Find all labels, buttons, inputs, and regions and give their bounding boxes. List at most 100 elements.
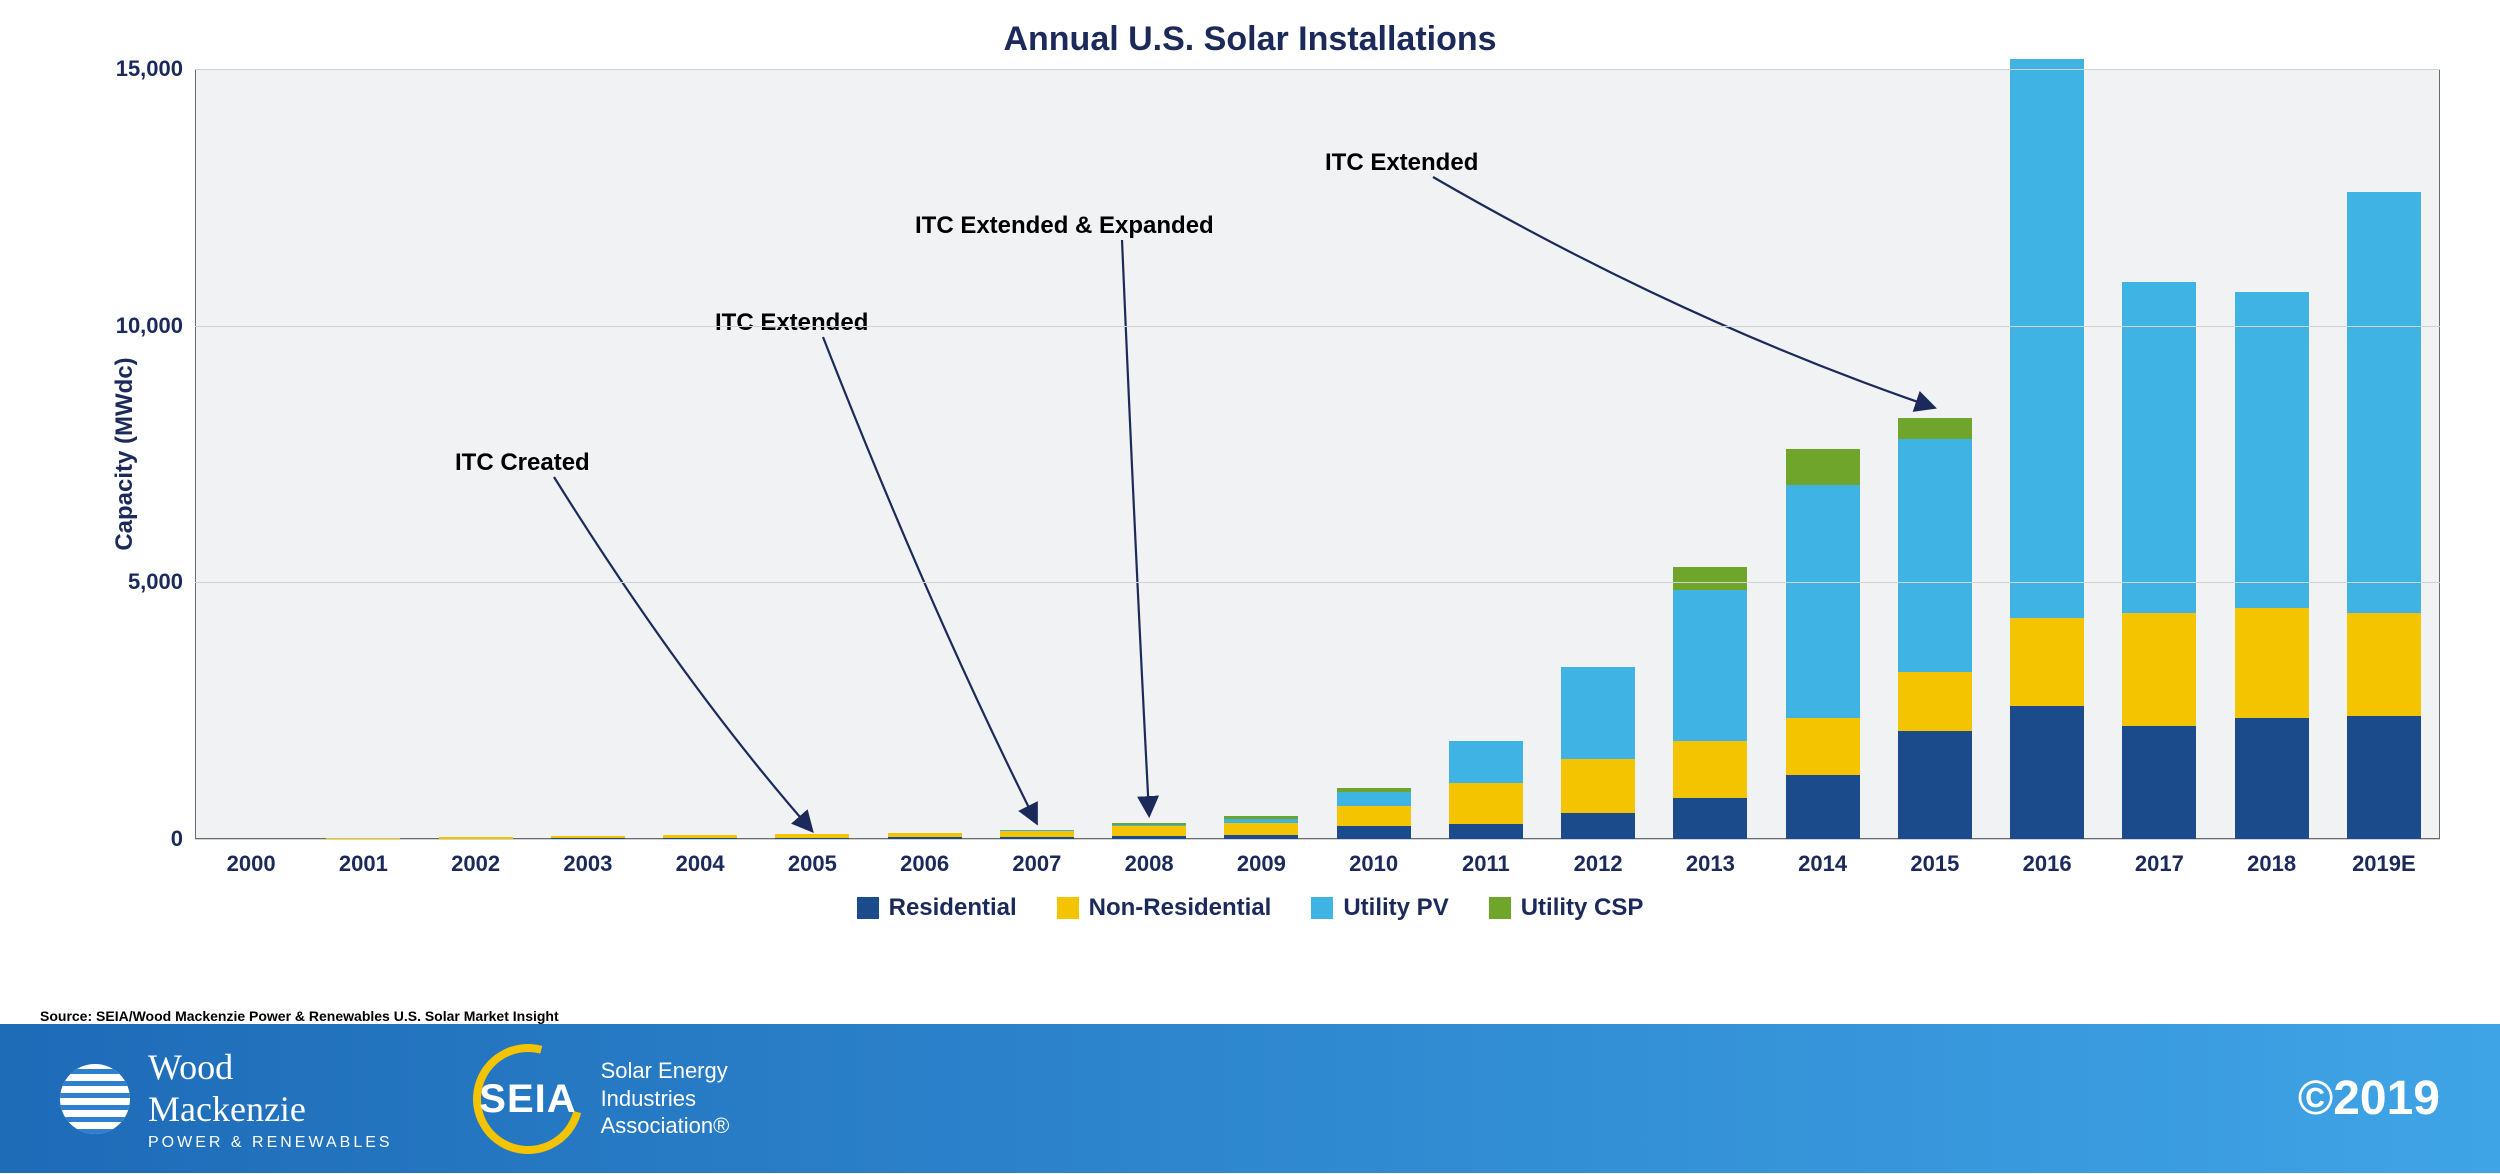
bar-segment-utility-pv (2347, 192, 2421, 613)
bar-slot: 2019E (2328, 69, 2440, 839)
bar-stack (2122, 282, 2196, 839)
grid-line (195, 582, 2440, 583)
bar-slot: 2014 (1767, 69, 1879, 839)
bar-segment-non-residential (1673, 741, 1747, 797)
bar-stack (2235, 292, 2309, 839)
chart-title: Annual U.S. Solar Installations (40, 20, 2460, 59)
bar-segment-utility-pv (1673, 590, 1747, 741)
wood-mackenzie-icon (60, 1064, 130, 1134)
grid-line (195, 69, 2440, 70)
bar-stack (1449, 741, 1523, 839)
y-tick-label: 5,000 (128, 569, 183, 595)
legend-item: Utility CSP (1489, 894, 1644, 922)
bar-slot: 2008 (1093, 69, 1205, 839)
bar-segment-residential (1673, 798, 1747, 839)
x-tick-label: 2008 (1125, 851, 1174, 877)
annotation-label: ITC Created (455, 449, 590, 477)
x-tick-label: 2007 (1012, 851, 1061, 877)
legend-swatch (1057, 897, 1079, 919)
legend-swatch (857, 897, 879, 919)
bar-segment-utility-pv (1449, 741, 1523, 782)
y-tick-label: 0 (171, 826, 183, 852)
bar-stack (1000, 830, 1074, 839)
seia-logo: SEIA Solar EnergyIndustriesAssociation® (473, 1044, 730, 1154)
x-tick-label: 2001 (339, 851, 388, 877)
x-tick-label: 2014 (1798, 851, 1847, 877)
bar-segment-non-residential (1112, 826, 1186, 836)
bar-slot: 2010 (1318, 69, 1430, 839)
grid-line (195, 839, 2440, 840)
legend-swatch (1489, 897, 1511, 919)
legend-item: Utility PV (1311, 894, 1448, 922)
x-tick-label: 2005 (788, 851, 837, 877)
x-tick-label: 2018 (2247, 851, 2296, 877)
bar-slot: 2016 (1991, 69, 2103, 839)
bar-segment-utility-pv (2010, 59, 2084, 619)
x-tick-label: 2011 (1462, 851, 1510, 877)
bar-segment-utility-pv (2122, 282, 2196, 613)
legend-label: Utility CSP (1521, 894, 1644, 922)
seia-text: Solar EnergyIndustriesAssociation® (601, 1057, 730, 1140)
x-tick-label: 2003 (563, 851, 612, 877)
wood-mackenzie-logo: WoodMackenzie POWER & RENEWABLES (60, 1046, 393, 1152)
x-tick-label: 2000 (227, 851, 276, 877)
bar-stack (1786, 449, 1860, 839)
legend-item: Non-Residential (1057, 894, 1272, 922)
bar-slot: 2006 (869, 69, 981, 839)
bar-slot: 2005 (756, 69, 868, 839)
bar-segment-utility-pv (1786, 485, 1860, 719)
grid-line (195, 326, 2440, 327)
bar-segment-non-residential (1449, 783, 1523, 824)
y-tick-label: 10,000 (116, 313, 183, 339)
bar-segment-utility-csp (1673, 567, 1747, 590)
x-tick-label: 2019E (2352, 851, 2416, 877)
y-tick-label: 15,000 (116, 56, 183, 82)
bar-segment-utility-pv (1898, 439, 1972, 673)
bar-segment-residential (1449, 824, 1523, 839)
bar-segment-non-residential (2347, 613, 2421, 716)
seia-icon: SEIA (452, 1023, 602, 1173)
bar-segment-non-residential (2010, 618, 2084, 705)
bar-slot: 2007 (981, 69, 1093, 839)
bar-segment-non-residential (2122, 613, 2196, 726)
bar-segment-utility-pv (1561, 667, 1635, 759)
bar-stack (2010, 59, 2084, 839)
bar-segment-residential (1786, 775, 1860, 839)
bar-segment-non-residential (1786, 718, 1860, 774)
copyright: ©2019 (2298, 1071, 2440, 1126)
bar-stack (1112, 823, 1186, 839)
bar-stack (1224, 816, 1298, 839)
x-tick-label: 2013 (1686, 851, 1735, 877)
bar-slot: 2015 (1879, 69, 1991, 839)
bar-segment-utility-pv (1337, 792, 1411, 806)
bar-segment-utility-csp (1786, 449, 1860, 485)
x-tick-label: 2002 (451, 851, 500, 877)
bar-segment-non-residential (1337, 806, 1411, 827)
bar-stack (1561, 667, 1635, 839)
plot-area: Capacity (MWdc) 200020012002200320042005… (195, 69, 2440, 839)
bar-slot: 2004 (644, 69, 756, 839)
bar-segment-residential (2235, 718, 2309, 839)
legend: Residential Non-Residential Utility PV Util… (40, 894, 2460, 922)
legend-label: Residential (889, 894, 1017, 922)
x-tick-label: 2017 (2135, 851, 2184, 877)
wood-mackenzie-text: WoodMackenzie POWER & RENEWABLES (148, 1046, 393, 1152)
bar-slot: 2000 (195, 69, 307, 839)
bar-slot: 2017 (2103, 69, 2215, 839)
bar-stack (1673, 567, 1747, 839)
bar-stack (1337, 788, 1411, 839)
bar-stack (2347, 192, 2421, 839)
legend-swatch (1311, 897, 1333, 919)
annotation-label: ITC Extended (715, 309, 868, 337)
chart-container: Annual U.S. Solar Installations Capacity… (0, 0, 2500, 1000)
legend-label: Non-Residential (1089, 894, 1272, 922)
source-note: Source: SEIA/Wood Mackenzie Power & Rene… (40, 1008, 2500, 1024)
x-tick-label: 2006 (900, 851, 949, 877)
bar-segment-residential (1898, 731, 1972, 839)
x-tick-label: 2010 (1349, 851, 1398, 877)
bar-stack (1898, 418, 1972, 839)
bar-slot: 2012 (1542, 69, 1654, 839)
bar-segment-residential (2347, 716, 2421, 839)
bar-segment-utility-pv (2235, 292, 2309, 608)
bar-slot: 2011 (1430, 69, 1542, 839)
